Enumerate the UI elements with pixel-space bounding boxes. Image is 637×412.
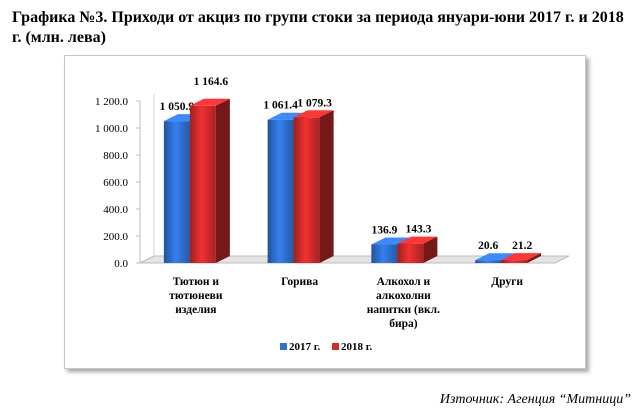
y-tick-label: 1 000.0 xyxy=(95,123,129,135)
category-label: бира) xyxy=(389,318,418,330)
y-tick-label: 1 200.0 xyxy=(95,96,129,108)
legend-swatch xyxy=(280,343,287,350)
bar xyxy=(267,119,294,263)
data-label: 1 061.4 xyxy=(263,100,298,112)
category-label: Алкохол и xyxy=(377,276,431,288)
category-label: тютюневи xyxy=(169,290,223,302)
legend-label: 2018 г. xyxy=(341,341,373,353)
bar-top xyxy=(501,253,542,261)
data-label: 1 050.9 xyxy=(160,101,195,113)
bar xyxy=(397,243,424,263)
data-label: 136.9 xyxy=(371,225,397,237)
y-tick-label: 600.0 xyxy=(103,177,128,189)
bar-top xyxy=(267,112,308,120)
bar xyxy=(189,105,216,264)
bar xyxy=(501,260,528,263)
bar xyxy=(371,244,398,263)
category-label: изделия xyxy=(175,304,216,316)
depth-edge xyxy=(139,255,155,264)
bar-top xyxy=(397,236,438,244)
category-label: Други xyxy=(491,276,523,288)
bar-side xyxy=(527,253,542,263)
bar-top xyxy=(293,110,334,118)
data-label: 1 164.6 xyxy=(194,76,229,88)
bar-side xyxy=(423,236,438,263)
y-tick-label: 400.0 xyxy=(103,204,128,216)
bar-top xyxy=(475,253,516,261)
category-label: Горива xyxy=(281,276,318,288)
data-label: 143.3 xyxy=(405,224,431,236)
data-label: 1 079.3 xyxy=(297,97,332,109)
legend-label: 2017 г. xyxy=(289,341,321,353)
data-label: 21.2 xyxy=(512,240,532,252)
y-tick-label: 0.0 xyxy=(114,258,128,270)
bar-top xyxy=(189,98,230,106)
y-tick-label: 800.0 xyxy=(103,150,128,162)
chart-title: Графика №3. Приходи от акциз по групи ст… xyxy=(12,9,624,46)
bar xyxy=(475,260,502,263)
bar-side xyxy=(319,110,334,264)
bar-side xyxy=(215,98,230,264)
category-label: алкохолни xyxy=(376,290,431,302)
category-label: Тютюн и xyxy=(173,276,220,288)
source-note: Източник: Агенция “Митници” xyxy=(439,392,631,407)
bar-top xyxy=(371,237,412,245)
legend-swatch xyxy=(332,343,339,350)
bar xyxy=(163,121,190,263)
data-label: 20.6 xyxy=(478,240,498,252)
y-tick-label: 200.0 xyxy=(103,231,128,243)
category-label: напитки (вкл. xyxy=(367,304,440,316)
bar xyxy=(293,117,320,264)
